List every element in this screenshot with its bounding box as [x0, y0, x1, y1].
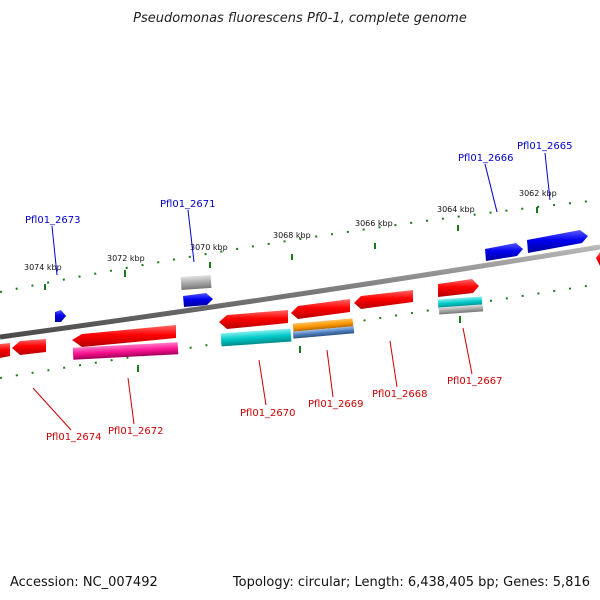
tick-label: 3064 kbp	[437, 205, 475, 214]
gene-feature-gray[interactable]	[180, 274, 212, 291]
gene-label-pfl01-2674[interactable]: Pfl01_2674	[46, 432, 102, 443]
leader-line-pfl01-2673	[51, 225, 58, 276]
leader-line-pfl01-2670	[258, 359, 267, 406]
accession-text: Accession: NC_007492	[10, 575, 158, 590]
reverse-gene-labels: Pfl01_2674 Pfl01_2672 Pfl01_2670 Pfl01_2…	[46, 376, 503, 443]
gene-label-pfl01-2673[interactable]: Pfl01_2673	[25, 215, 81, 226]
gene-pfl01-2671-arrow[interactable]	[183, 293, 213, 307]
gene-feature-orange[interactable]	[292, 318, 354, 332]
gene-label-pfl01-2671[interactable]: Pfl01_2671	[160, 199, 216, 210]
gene-pfl01-2673-arrow[interactable]	[55, 310, 66, 322]
tick-label: 3072 kbp	[107, 254, 145, 263]
map-title: Pseudomonas fluorescens Pf0-1, complete …	[133, 11, 467, 26]
tick-labels: 3074 kbp 3072 kbp 3070 kbp 3068 kbp 3066…	[24, 189, 557, 272]
gene-pfl01-2666-arrow[interactable]	[485, 243, 523, 261]
gene-red-edge[interactable]	[596, 252, 600, 266]
leader-line-pfl01-2674	[32, 387, 72, 431]
gene-label-pfl01-2670[interactable]: Pfl01_2670	[240, 408, 296, 419]
gene-label-pfl01-2666[interactable]: Pfl01_2666	[458, 153, 514, 164]
gene-red-reverse[interactable]	[12, 339, 46, 355]
leader-line-pfl01-2666	[484, 163, 498, 213]
gene-label-pfl01-2669[interactable]: Pfl01_2669	[308, 399, 364, 410]
gene-feature-cyan[interactable]	[220, 328, 292, 347]
leader-line-pfl01-2667	[462, 327, 473, 375]
outer-tick-ring	[0, 199, 600, 293]
major-ticks	[44, 207, 538, 372]
tick-label: 3066 kbp	[355, 219, 393, 228]
gene-pfl01-2669-arrow[interactable]	[291, 299, 350, 319]
gene-feature-steelblue[interactable]	[292, 326, 355, 339]
gene-red-reverse[interactable]	[0, 343, 10, 358]
gene-label-pfl01-2668[interactable]: Pfl01_2668	[372, 389, 428, 400]
gene-label-pfl01-2665[interactable]: Pfl01_2665	[517, 141, 573, 152]
gene-label-pfl01-2672[interactable]: Pfl01_2672	[108, 426, 164, 437]
genome-summary-text: Topology: circular; Length: 6,438,405 bp…	[232, 575, 590, 590]
leader-line-pfl01-2672	[127, 377, 135, 425]
gene-pfl01-2665-arrow[interactable]	[527, 230, 588, 253]
leader-line-pfl01-2668	[389, 340, 398, 388]
gene-pfl01-2668-arrow[interactable]	[354, 290, 413, 309]
forward-gene-labels: Pfl01_2673 Pfl01_2671 Pfl01_2666 Pfl01_2…	[25, 141, 573, 226]
leader-lines	[32, 152, 551, 431]
leader-line-pfl01-2671	[187, 209, 195, 263]
tick-label: 3062 kbp	[519, 189, 557, 198]
tick-label: 3070 kbp	[190, 243, 228, 252]
tick-label: 3068 kbp	[273, 231, 311, 240]
leader-line-pfl01-2665	[544, 152, 551, 201]
gene-label-pfl01-2667[interactable]: Pfl01_2667	[447, 376, 503, 387]
forward-genes	[55, 230, 600, 322]
gene-red-forward[interactable]	[438, 279, 479, 297]
gene-feature-magenta[interactable]	[72, 342, 179, 360]
reverse-genes	[0, 290, 413, 360]
gene-pfl01-2670-arrow[interactable]	[219, 310, 288, 329]
genome-backbone	[0, 244, 600, 340]
leader-line-pfl01-2669	[326, 349, 334, 398]
gene-pfl01-2672-arrow[interactable]	[72, 325, 176, 347]
tick-label: 3074 kbp	[24, 263, 62, 272]
gene-feature-gray[interactable]	[438, 304, 484, 315]
